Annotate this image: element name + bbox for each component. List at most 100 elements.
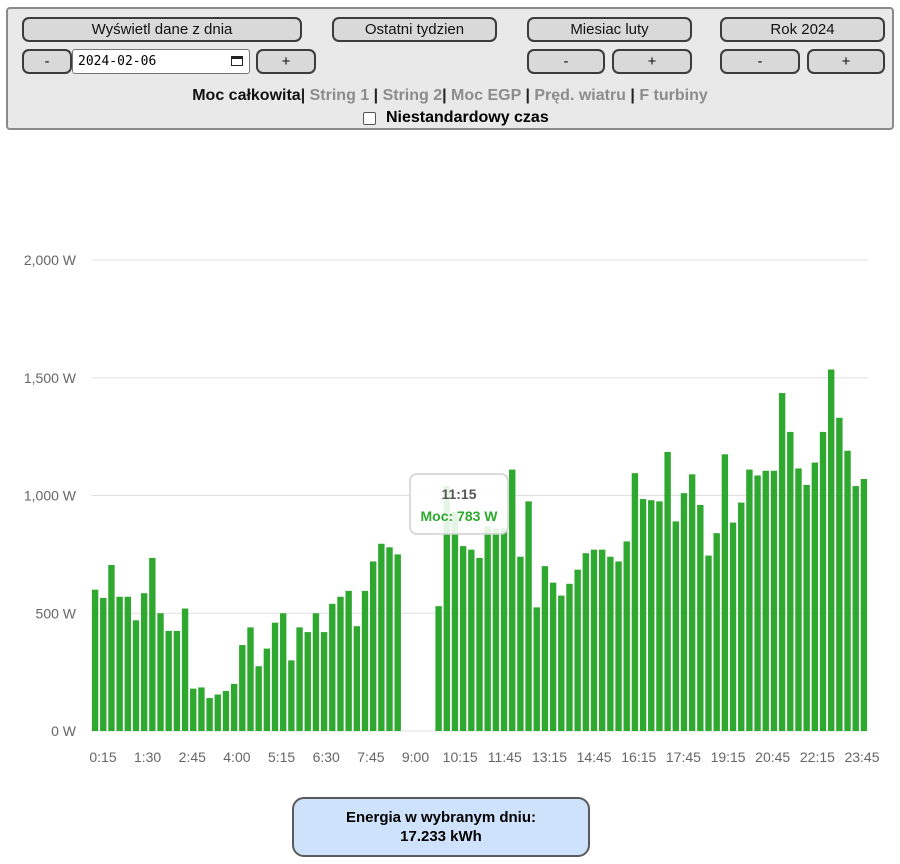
bar[interactable] [91,589,99,731]
bar[interactable] [140,593,148,731]
bar[interactable] [353,626,361,731]
bar[interactable] [263,648,271,731]
bar[interactable] [149,557,156,731]
bar[interactable] [296,627,303,731]
bar[interactable] [656,501,663,731]
bar[interactable] [631,473,639,731]
bar[interactable] [517,556,524,731]
month-button[interactable]: Miesiac luty [527,17,692,42]
bar[interactable] [803,484,810,731]
bar[interactable] [664,451,671,731]
bar[interactable] [255,666,262,731]
bar[interactable] [100,597,107,731]
bar[interactable] [607,556,614,731]
bar[interactable] [738,502,745,731]
bar[interactable] [754,475,761,731]
bar[interactable] [435,606,442,731]
bar[interactable] [500,528,508,731]
bar[interactable] [190,688,197,731]
bar[interactable] [214,694,221,732]
bar[interactable] [222,690,230,731]
bar[interactable] [124,596,131,731]
bar[interactable] [108,564,115,731]
bar[interactable] [795,468,802,731]
year-button[interactable]: Rok 2024 [720,17,885,42]
bar[interactable] [304,632,311,731]
bar[interactable] [132,620,140,731]
day-next-button[interactable]: + [256,49,316,74]
year-next-button[interactable]: + [807,49,885,74]
bar[interactable] [639,499,647,731]
bar[interactable] [484,526,491,731]
bar[interactable] [852,486,859,731]
bar[interactable] [443,486,450,731]
bar[interactable] [672,521,679,731]
bar[interactable] [582,553,590,731]
bar[interactable] [378,543,385,731]
bar[interactable] [230,683,238,731]
bar[interactable] [590,549,598,731]
bar[interactable] [361,590,369,731]
bar[interactable] [337,596,344,731]
bar[interactable] [394,554,401,732]
bar[interactable] [844,450,851,731]
bar[interactable] [770,470,778,731]
bar[interactable] [181,608,189,731]
bar[interactable] [705,555,712,731]
bar[interactable] [533,607,540,731]
bar[interactable] [369,561,377,731]
bar[interactable] [280,613,287,731]
bar[interactable] [836,417,843,731]
bar[interactable] [459,546,467,731]
bar[interactable] [762,470,769,731]
calendar-icon[interactable] [231,55,243,66]
bar[interactable] [811,462,819,731]
bar[interactable] [819,431,827,731]
bar[interactable] [492,528,500,731]
bar[interactable] [648,500,655,731]
bar[interactable] [598,549,606,731]
legend-item-wind-speed[interactable]: Pręd. wiatru [534,87,626,104]
bar[interactable] [828,369,835,731]
bar[interactable] [574,569,581,731]
bar[interactable] [116,596,123,731]
bar[interactable] [558,595,565,731]
month-prev-button[interactable]: - [527,49,605,74]
bar[interactable] [173,630,181,731]
legend-item-egp-power[interactable]: Moc EGP [451,87,521,104]
bar[interactable] [615,561,622,731]
bar[interactable] [541,566,549,731]
bar[interactable] [688,474,696,731]
bar[interactable] [509,469,516,731]
bar[interactable] [206,698,213,731]
bar[interactable] [198,687,205,731]
day-prev-button[interactable]: - [22,49,72,74]
last-week-button[interactable]: Ostatni tydzien [332,17,497,42]
bar[interactable] [312,613,320,731]
bar[interactable] [271,622,279,731]
legend-item-total-power[interactable]: Moc całkowita [192,87,301,104]
legend-item-turbine-f[interactable]: F turbiny [639,87,708,104]
bar[interactable] [549,582,557,731]
bar[interactable] [345,590,352,731]
year-prev-button[interactable]: - [720,49,800,74]
bar[interactable] [680,493,688,731]
bar[interactable] [157,613,164,731]
custom-time-checkbox[interactable] [363,111,376,125]
bar[interactable] [729,522,737,731]
legend-item-string-2[interactable]: String 2 [382,87,443,104]
bar[interactable] [476,557,483,731]
bar[interactable] [713,533,720,731]
bar[interactable] [320,632,328,731]
bar[interactable] [468,549,475,731]
bar[interactable] [697,504,704,731]
bar[interactable] [165,630,172,731]
month-next-button[interactable]: + [612,49,692,74]
show-day-button[interactable]: Wyświetl dane z dnia [22,17,302,42]
custom-time-toggle[interactable]: Niestandardowy czas [363,109,549,127]
bar[interactable] [386,547,393,731]
bar[interactable] [778,393,786,731]
bar[interactable] [239,645,246,731]
bar[interactable] [721,454,729,731]
bar[interactable] [623,541,630,731]
